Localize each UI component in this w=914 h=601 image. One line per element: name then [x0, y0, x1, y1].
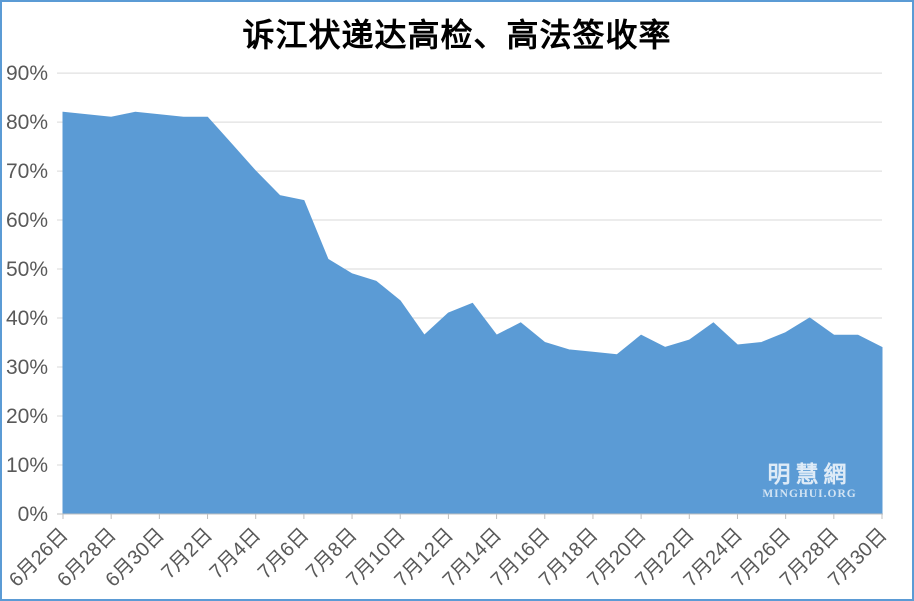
chart-title: 诉江状递达高检、高法签收率	[242, 17, 672, 53]
y-axis-tick-label: 80%	[6, 111, 48, 134]
y-axis-tick-label: 50%	[6, 258, 48, 281]
y-axis-tick-label: 10%	[6, 454, 48, 477]
y-axis-tick-label: 30%	[6, 356, 48, 379]
area-series	[62, 111, 883, 515]
y-axis-tick-label: 70%	[6, 160, 48, 183]
y-axis-tick-label: 60%	[6, 209, 48, 232]
x-axis-tick-label: 7月2日	[157, 524, 217, 584]
y-axis-tick-label: 20%	[6, 405, 48, 428]
y-axis-tick-label: 90%	[6, 62, 48, 85]
y-axis-tick-label: 0%	[18, 503, 48, 526]
y-axis-tick-label: 40%	[6, 307, 48, 330]
x-axis-tick-label: 7月6日	[254, 524, 314, 584]
x-axis-tick-label: 7月4日	[206, 524, 266, 584]
